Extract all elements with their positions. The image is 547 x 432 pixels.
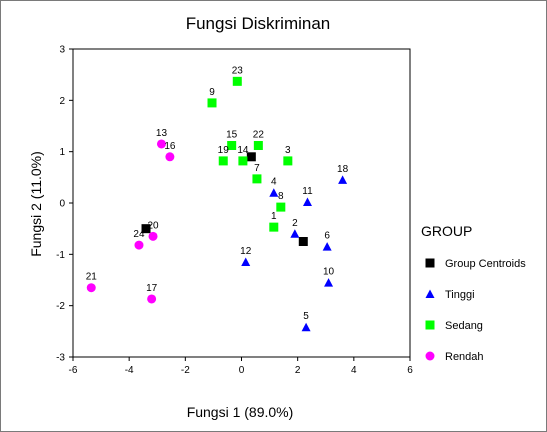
x-tick-label: 2 — [295, 365, 301, 376]
x-axis-ticks: -6 -4 -2 0 2 4 6 — [69, 357, 413, 376]
point-label: 11 — [302, 186, 313, 197]
tinggi-point — [302, 197, 312, 206]
legend-label-rendah: Rendah — [445, 351, 484, 363]
sedang-point — [227, 141, 237, 151]
rendah-point — [147, 294, 157, 304]
x-tick-label: -2 — [181, 365, 190, 376]
plot-area — [72, 48, 411, 358]
tinggi-point — [301, 322, 311, 332]
y-tick-label: -1 — [56, 250, 65, 261]
tinggi-point — [324, 278, 334, 287]
y-tick-label: 1 — [59, 147, 65, 158]
point-label: 16 — [164, 141, 176, 152]
tinggi-point — [290, 229, 300, 238]
tinggi-point — [269, 188, 279, 197]
point-label: 5 — [303, 311, 309, 322]
x-tick-label: -4 — [125, 365, 134, 376]
sedang-point — [276, 202, 286, 212]
x-tick-label: -6 — [69, 365, 78, 376]
group-centroids-point — [141, 224, 151, 234]
legend-label-sedang: Sedang — [445, 320, 483, 332]
rendah-point — [134, 240, 144, 250]
point-label: 21 — [86, 272, 98, 283]
data-points — [86, 76, 348, 332]
point-label: 4 — [271, 177, 277, 188]
legend-marker-tinggi — [425, 289, 435, 298]
x-tick-label: 4 — [351, 365, 357, 376]
point-label: 9 — [209, 87, 215, 98]
point-label: 20 — [147, 220, 159, 231]
y-tick-label: 0 — [59, 199, 65, 210]
sedang-point — [252, 174, 262, 184]
y-axis-label: Fungsi 2 (11.0%) — [28, 151, 44, 257]
point-label: 14 — [237, 145, 249, 156]
x-tick-label: 0 — [239, 365, 245, 376]
point-label: 8 — [278, 191, 284, 202]
legend-marker-group-centroids — [425, 258, 435, 268]
sedang-point — [283, 156, 293, 166]
legend-marker-sedang — [425, 320, 435, 330]
rendah-point — [156, 139, 166, 149]
point-label: 12 — [240, 246, 252, 257]
sedang-point — [253, 141, 263, 151]
sedang-point — [269, 222, 279, 232]
legend-title: GROUP — [421, 223, 472, 239]
y-tick-label: -2 — [56, 301, 65, 312]
point-label: 19 — [218, 145, 230, 156]
point-label: 13 — [156, 128, 168, 139]
point-label: 2 — [292, 218, 298, 229]
legend-label-tinggi: Tinggi — [445, 289, 475, 301]
y-tick-label: -3 — [56, 353, 65, 364]
legend-marker-rendah — [425, 351, 435, 361]
point-label: 10 — [323, 267, 335, 278]
y-axis-ticks: 3 2 1 0 -1 -2 -3 — [56, 45, 73, 364]
sedang-point — [238, 156, 248, 166]
group-centroids-point — [246, 152, 256, 162]
point-label: 24 — [133, 229, 145, 240]
group-centroids-point — [298, 237, 308, 246]
sedang-point — [207, 98, 217, 108]
rendah-point — [86, 283, 96, 293]
sedang-point — [232, 76, 242, 86]
tinggi-point — [338, 175, 348, 184]
point-label: 22 — [253, 130, 265, 141]
point-label: 15 — [226, 130, 238, 141]
y-tick-label: 3 — [59, 45, 65, 56]
point-label: 7 — [254, 163, 260, 174]
x-tick-label: 6 — [407, 365, 413, 376]
point-label: 6 — [324, 231, 330, 242]
x-axis-label: Fungsi 1 (89.0%) — [187, 404, 294, 420]
point-label: 18 — [337, 164, 349, 175]
y-tick-label: 2 — [59, 96, 65, 107]
tinggi-point — [322, 242, 332, 251]
chart-title: Fungsi Diskriminan — [186, 14, 331, 33]
rendah-point — [148, 231, 158, 241]
point-label: 23 — [232, 65, 244, 76]
legend: GROUP Group Centroids Tinggi Sedang Rendah — [421, 223, 526, 363]
tinggi-point — [241, 257, 251, 267]
point-label: 3 — [285, 145, 291, 156]
sedang-point — [218, 156, 228, 166]
point-label: 1 — [271, 211, 277, 222]
rendah-point — [165, 152, 175, 162]
legend-label-group-centroids: Group Centroids — [445, 258, 526, 270]
point-label: 17 — [146, 283, 158, 294]
